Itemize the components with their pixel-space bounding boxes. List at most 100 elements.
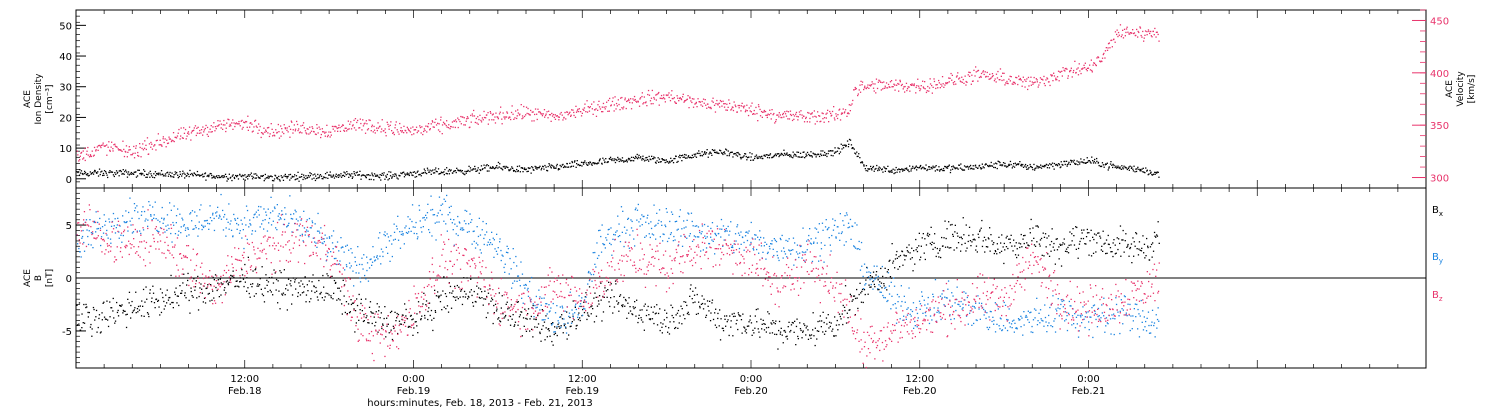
data-point [774, 333, 776, 335]
data-point [734, 104, 736, 106]
data-point [158, 144, 160, 146]
data-point [573, 161, 576, 163]
data-point [165, 225, 167, 227]
data-point [106, 174, 108, 176]
data-point [368, 306, 371, 308]
data-point [665, 159, 667, 161]
data-point [873, 170, 875, 172]
data-point [835, 335, 837, 337]
data-point [936, 247, 938, 250]
data-point [647, 159, 649, 161]
data-point [738, 314, 740, 316]
data-point [571, 321, 573, 323]
data-point [763, 109, 765, 112]
data-point [934, 166, 936, 168]
data-point [286, 175, 288, 178]
data-point [1021, 165, 1023, 167]
data-point [611, 159, 613, 162]
data-point [1026, 165, 1029, 167]
data-point [724, 315, 726, 317]
data-point [445, 308, 447, 310]
data-point [971, 241, 973, 243]
data-point [517, 170, 519, 172]
data-point [732, 335, 734, 337]
data-point [95, 309, 98, 312]
data-point [724, 318, 726, 320]
data-point [843, 144, 845, 146]
data-point [262, 132, 264, 134]
data-point [867, 84, 869, 86]
data-point [980, 227, 982, 229]
data-point [127, 298, 129, 300]
data-point [633, 307, 635, 310]
data-point [311, 290, 313, 292]
data-point [157, 133, 159, 135]
data-point [827, 150, 830, 152]
data-point [691, 98, 694, 100]
data-point [132, 310, 134, 312]
data-point [83, 322, 86, 324]
data-point [193, 172, 195, 174]
data-point [97, 171, 99, 173]
data-point [752, 113, 754, 115]
data-point [1126, 26, 1128, 28]
data-point [377, 122, 379, 124]
data-point [842, 147, 845, 149]
data-point [298, 282, 300, 284]
data-point [647, 93, 649, 96]
data-point [633, 95, 636, 98]
data-point [587, 314, 589, 316]
data-point [504, 271, 506, 273]
data-point [624, 305, 626, 307]
data-point [877, 279, 879, 281]
data-point [1110, 161, 1112, 163]
data-point [822, 311, 824, 313]
data-point [452, 126, 454, 128]
data-point [927, 235, 930, 237]
data-point [596, 163, 598, 165]
data-point [171, 139, 173, 141]
data-point [222, 283, 224, 285]
data-point [787, 326, 789, 328]
data-point [487, 241, 489, 243]
data-point [426, 212, 429, 214]
data-point [539, 112, 542, 114]
data-point [1042, 165, 1044, 167]
data-point [729, 102, 731, 105]
data-point [1122, 37, 1125, 39]
data-point [926, 234, 928, 236]
data-point [125, 169, 127, 171]
data-point [1076, 226, 1078, 229]
data-point [330, 134, 332, 136]
data-point [333, 279, 336, 282]
data-point [652, 103, 654, 105]
data-point [159, 221, 161, 223]
data-point [114, 322, 116, 324]
data-point [88, 230, 90, 232]
data-point [736, 319, 738, 321]
data-point [733, 153, 735, 155]
data-point [899, 81, 901, 83]
data-point [382, 255, 384, 258]
data-point [311, 178, 313, 180]
data-point [850, 104, 852, 106]
data-point [126, 221, 128, 223]
data-point [149, 176, 151, 178]
data-point [406, 232, 409, 234]
data-point [157, 172, 159, 174]
data-point [369, 258, 371, 261]
right-tick-label: 350 [1430, 121, 1449, 132]
data-point [1062, 164, 1064, 166]
data-point [274, 175, 277, 177]
data-point [759, 157, 761, 159]
data-point [701, 302, 704, 305]
data-point [362, 268, 364, 270]
data-point [322, 178, 324, 180]
data-point [951, 223, 953, 226]
data-point [395, 320, 397, 322]
data-point [259, 278, 261, 280]
data-point [442, 121, 445, 123]
data-point [348, 262, 351, 264]
data-point [602, 157, 604, 159]
data-point [224, 287, 226, 289]
